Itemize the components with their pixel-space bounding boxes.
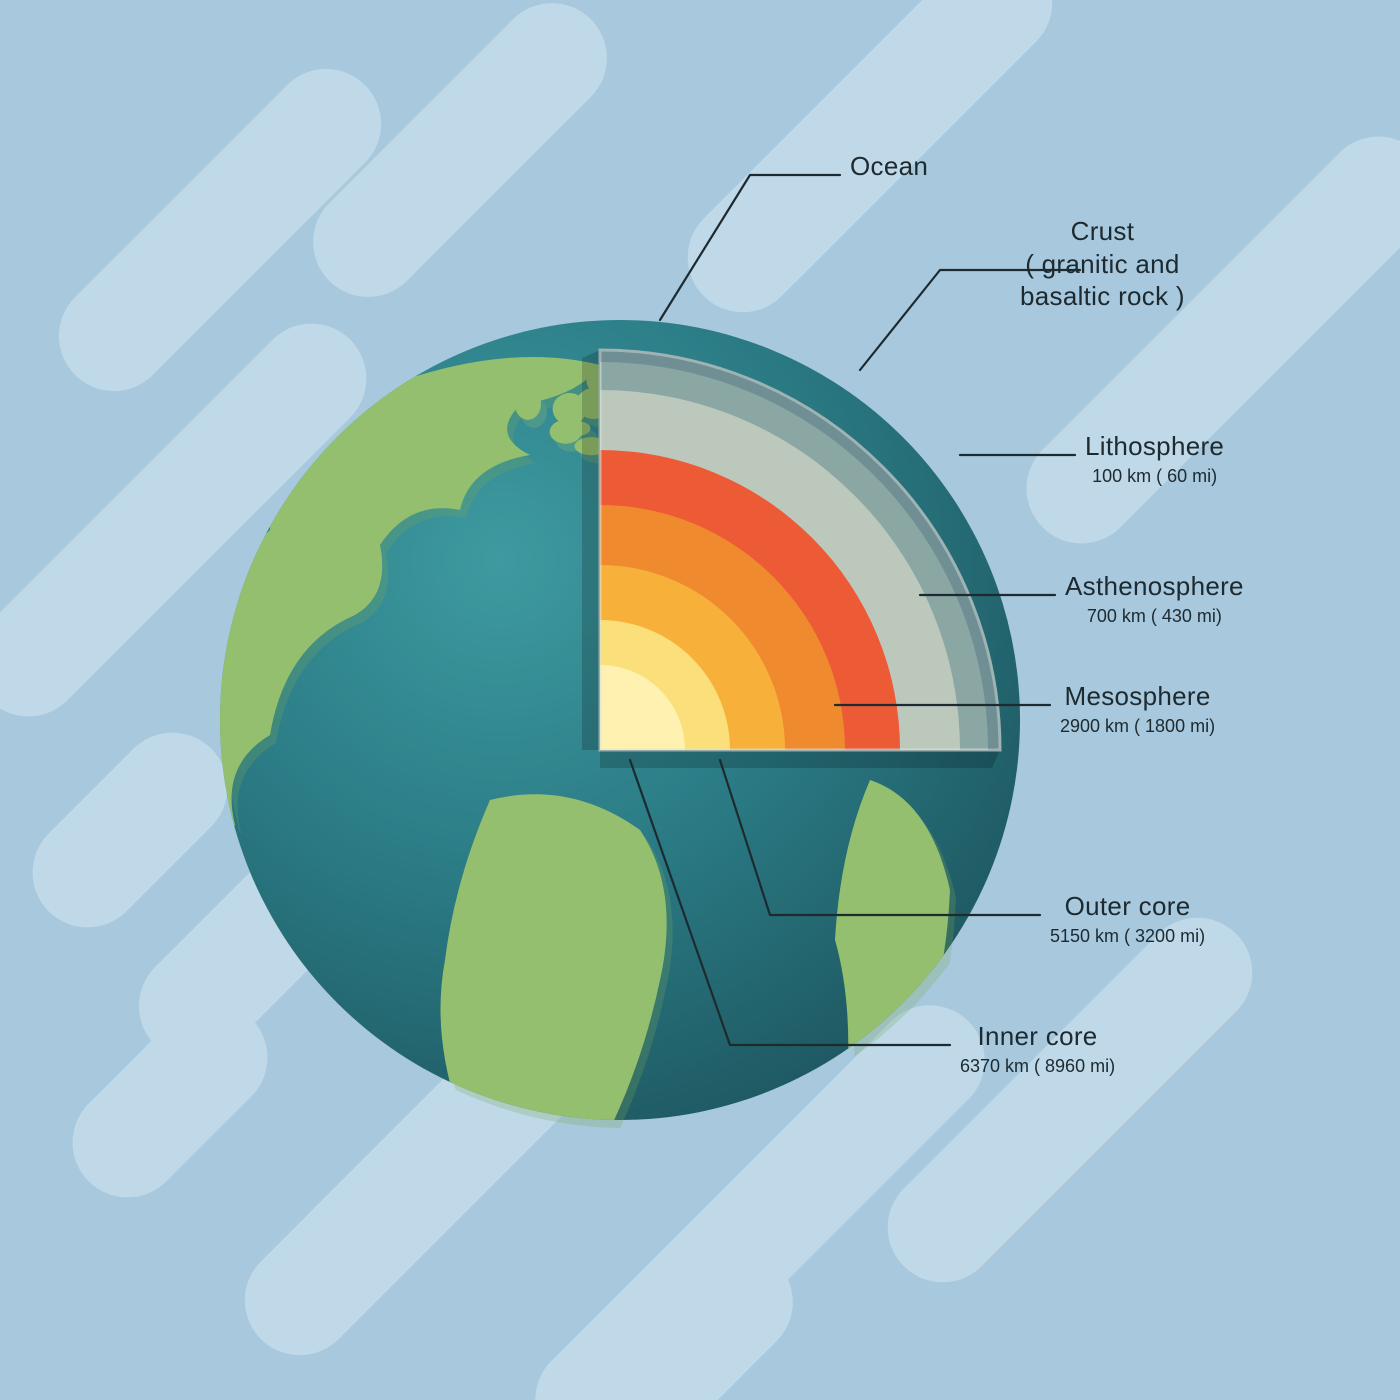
label-title: Crust (1020, 215, 1185, 248)
label-outer-core: Outer core5150 km ( 3200 mi) (1050, 890, 1205, 947)
earth-layers-diagram: Ocean Crust( granitic andbasaltic rock ) L… (0, 0, 1400, 1400)
label-ocean: Ocean (850, 150, 928, 183)
label-asthenosphere: Asthenosphere700 km ( 430 mi) (1065, 570, 1244, 627)
label-sub: 100 km ( 60 mi) (1085, 465, 1224, 488)
label-lithosphere: Lithosphere100 km ( 60 mi) (1085, 430, 1224, 487)
label-title: Outer core (1050, 890, 1205, 923)
label-sub: 6370 km ( 8960 mi) (960, 1055, 1115, 1078)
label-title: Mesosphere (1060, 680, 1215, 713)
label-title: Lithosphere (1085, 430, 1224, 463)
label-title: Ocean (850, 150, 928, 183)
label-title: Asthenosphere (1065, 570, 1244, 603)
label-crust: Crust( granitic andbasaltic rock ) (1020, 215, 1185, 313)
label-sub: 5150 km ( 3200 mi) (1050, 925, 1205, 948)
label-inner-core: Inner core6370 km ( 8960 mi) (960, 1020, 1115, 1077)
label-sub: 2900 km ( 1800 mi) (1060, 715, 1215, 738)
label-mesosphere: Mesosphere2900 km ( 1800 mi) (1060, 680, 1215, 737)
label-sub: 700 km ( 430 mi) (1065, 605, 1244, 628)
label-title: Inner core (960, 1020, 1115, 1053)
